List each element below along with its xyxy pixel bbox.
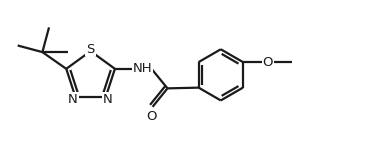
Text: O: O (147, 110, 157, 123)
Text: NH: NH (132, 62, 152, 75)
Text: N: N (68, 93, 78, 106)
Text: N: N (103, 93, 113, 106)
Text: O: O (263, 56, 273, 69)
Text: S: S (87, 43, 95, 56)
